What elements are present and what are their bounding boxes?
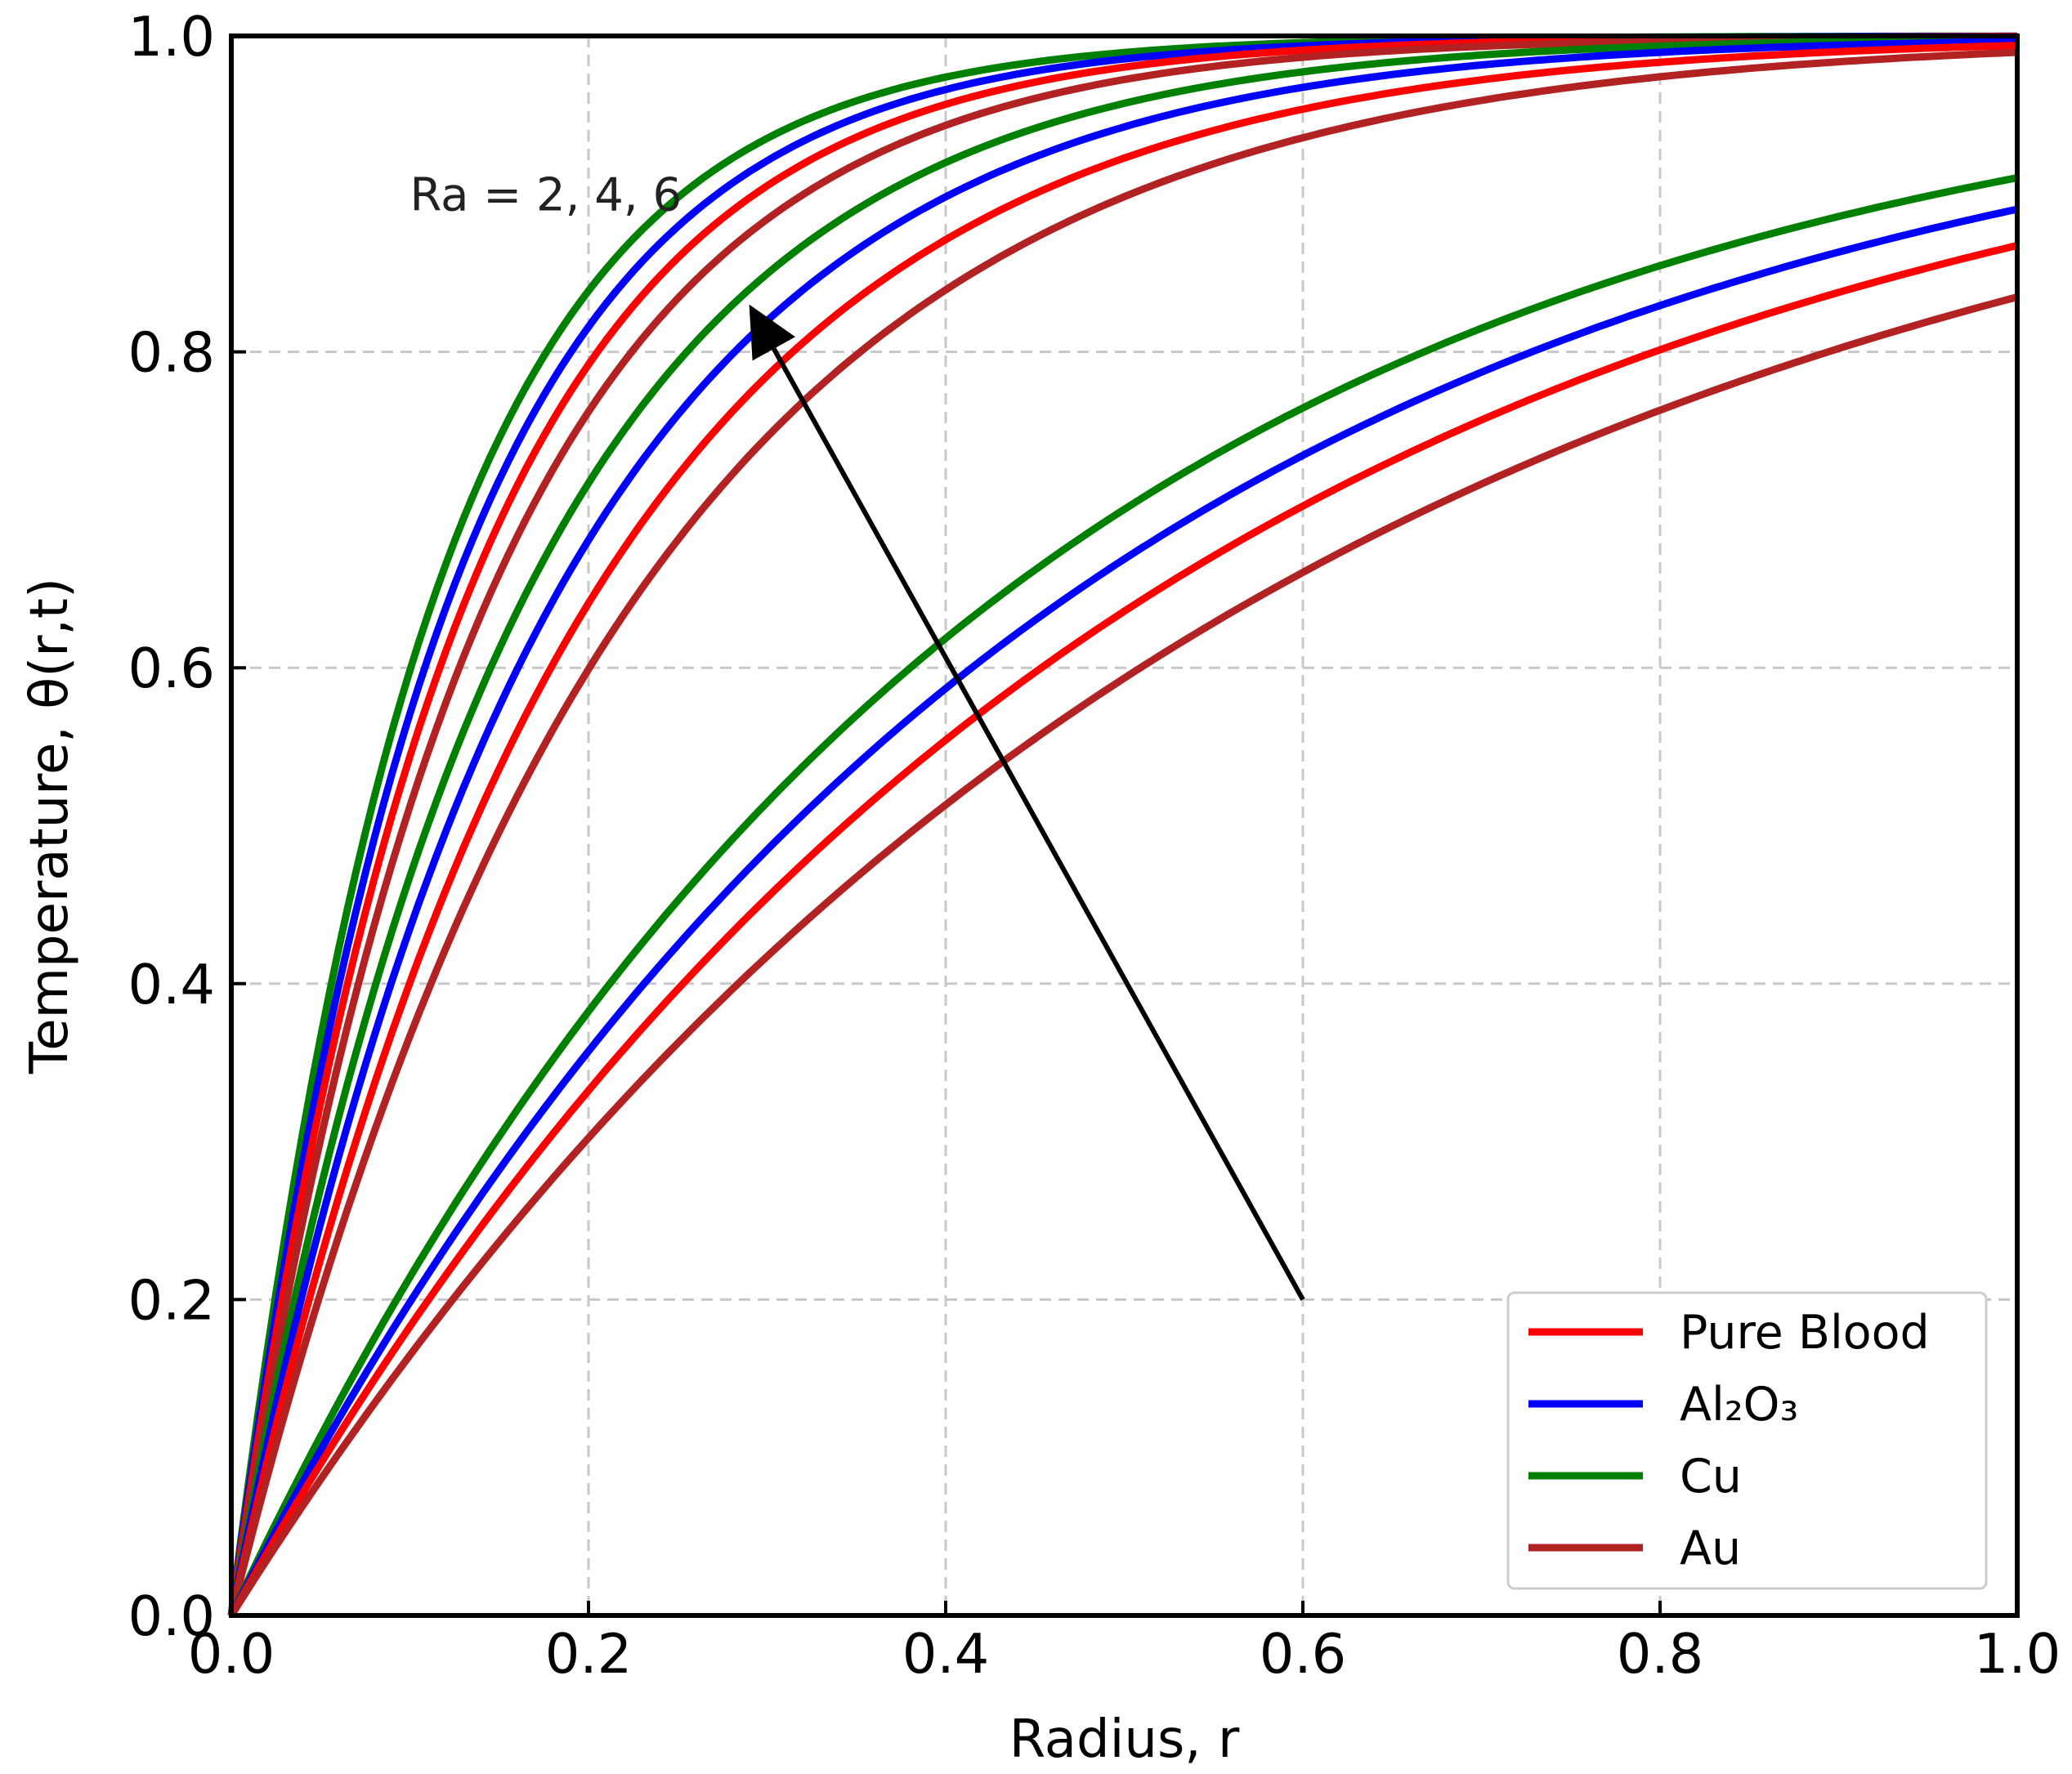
- ra-annotation: Ra = 2, 4, 6: [410, 168, 682, 221]
- x-tick-label: 1.0: [1974, 1622, 2061, 1686]
- axis-ticks: 0.0 0.2 0.4 0.6 0.8 1.0 0.0 0.2 0.4 0.6 0.8 1.0: [128, 5, 2061, 1686]
- arrow-head: [749, 304, 795, 361]
- x-tick-label: 0.0: [188, 1622, 275, 1686]
- plot-frame: [229, 34, 2020, 1618]
- x-tick-label: 0.6: [1260, 1622, 1347, 1686]
- y-tick-label: 0.0: [128, 1584, 215, 1648]
- x-tick-label: 0.2: [545, 1622, 633, 1686]
- series-line: [227, 174, 2018, 1617]
- y-tick-label: 0.8: [128, 321, 215, 385]
- y-tick-label: 0.6: [128, 637, 215, 700]
- y-tick-label: 0.2: [128, 1268, 215, 1332]
- x-tick-label: 0.8: [1617, 1622, 1704, 1686]
- y-tick-label: 1.0: [128, 5, 215, 69]
- x-axis-label: Radius, r: [1009, 1709, 1240, 1770]
- x-tick-label: 0.4: [902, 1622, 990, 1686]
- legend-label: Al₂O₃: [1680, 1378, 1798, 1432]
- legend-label: Au: [1680, 1522, 1741, 1575]
- annotation-arrow: [749, 304, 1305, 1301]
- arrow-shaft: [772, 347, 1305, 1301]
- series-line: [227, 37, 2018, 1616]
- series-line: [228, 242, 2019, 1618]
- legend: Pure Blood Al₂O₃ Cu Au: [1506, 1291, 1988, 1590]
- series-line: [227, 205, 2018, 1618]
- series-line: [227, 42, 2018, 1616]
- legend-label: Cu: [1680, 1450, 1742, 1504]
- y-tick-label: 0.4: [128, 953, 215, 1017]
- series-line: [227, 35, 2018, 1616]
- y-axis-label: Temperature, θ(r,t): [20, 578, 80, 1075]
- curves: [227, 32, 2019, 1618]
- series-line: [227, 48, 2018, 1617]
- legend-box: [1506, 1291, 1988, 1590]
- series-line: [227, 34, 2017, 1616]
- legend-label: Pure Blood: [1680, 1306, 1930, 1360]
- series-line: [228, 293, 2019, 1618]
